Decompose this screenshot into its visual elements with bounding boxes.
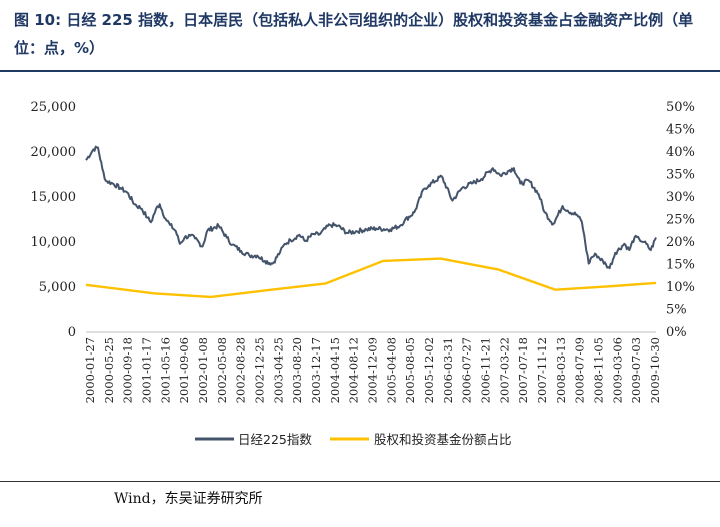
x-tick-label: 2007-07-18 [516, 337, 530, 403]
x-tick-label: 2005-08-05 [403, 337, 417, 403]
left-tick-label: 20,000 [31, 145, 77, 160]
x-tick-label: 2004-04-15 [328, 337, 342, 403]
x-tick-label: 2002-12-25 [253, 337, 267, 403]
left-tick-label: 15,000 [31, 190, 77, 205]
x-tick-label: 2007-03-22 [497, 337, 511, 403]
chart-title: 图 10: 日经 225 指数，日本居民（包括私人非公司组织的企业）股权和投资基… [14, 11, 694, 57]
source-note: Wind，东吴证券研究所 [114, 491, 263, 507]
right-tick-label: 25% [666, 213, 695, 228]
x-tick-label: 2008-11-05 [592, 337, 606, 403]
x-tick-label: 2007-11-12 [535, 337, 549, 403]
right-tick-label: 15% [666, 258, 695, 273]
series-line-nikkei [85, 145, 657, 270]
x-tick-label: 2009-07-03 [629, 337, 643, 403]
x-tick-label: 2002-05-08 [215, 337, 229, 403]
right-tick-label: 0% [666, 325, 687, 340]
chart: 0 5,000 10,000 15,000 20,000 25,000 0% 5% 10% 15… [31, 100, 695, 447]
x-tick-label: 2004-12-09 [366, 337, 380, 403]
x-tick-label: 2006-11-21 [479, 337, 493, 403]
x-tick-label: 2002-08-28 [234, 337, 248, 403]
left-tick-label: 10,000 [31, 235, 77, 250]
x-tick-label: 2000-05-25 [102, 337, 116, 403]
x-axis: 2000-01-27 2000-05-25 2000-09-18 2001-01-17… [83, 337, 662, 403]
x-tick-label: 2003-08-20 [290, 337, 304, 403]
left-tick-label: 0 [68, 325, 76, 340]
x-tick-label: 2008-03-13 [554, 337, 568, 403]
title-rule [0, 70, 720, 72]
series-line-share [85, 257, 657, 299]
x-tick-label: 2002-01-08 [196, 337, 210, 403]
legend: 日经225指数 股权和投资基金份额占比 [195, 432, 512, 447]
right-tick-label: 45% [666, 123, 695, 138]
left-axis: 0 5,000 10,000 15,000 20,000 25,000 [31, 100, 77, 340]
right-tick-label: 30% [666, 190, 695, 205]
x-tick-label: 2004-08-12 [347, 337, 361, 403]
legend-label-nikkei: 日经225指数 [238, 432, 312, 447]
x-tick-label: 2009-03-06 [610, 337, 624, 403]
x-tick-label: 2005-12-02 [422, 337, 436, 403]
legend-label-share: 股权和投资基金份额占比 [374, 432, 512, 447]
x-tick-label: 2008-07-09 [573, 337, 587, 403]
x-tick-label: 2000-01-27 [83, 337, 97, 403]
right-tick-label: 20% [666, 235, 695, 250]
right-tick-label: 35% [666, 168, 695, 183]
left-tick-label: 5,000 [39, 280, 76, 295]
right-axis: 0% 5% 10% 15% 20% 25% 30% 35% 40% 45% 50% [666, 100, 695, 340]
left-tick-label: 25,000 [31, 100, 77, 115]
x-tick-label: 2005-04-08 [384, 337, 398, 403]
series-layer [85, 145, 657, 299]
x-tick-label: 2009-10-30 [648, 337, 662, 403]
right-tick-label: 50% [666, 100, 695, 115]
x-tick-label: 2006-03-31 [441, 337, 455, 403]
right-tick-label: 40% [666, 145, 695, 160]
x-tick-label: 2001-09-06 [177, 337, 191, 403]
right-tick-label: 10% [666, 280, 695, 295]
x-tick-label: 2001-01-17 [140, 337, 154, 403]
x-tick-label: 2001-05-16 [158, 337, 172, 403]
x-tick-label: 2003-12-17 [309, 337, 323, 403]
x-tick-label: 2000-09-18 [121, 337, 135, 403]
x-tick-label: 2006-07-27 [460, 337, 474, 403]
x-tick-label: 2003-04-25 [271, 337, 285, 403]
bottom-rule [0, 481, 720, 482]
right-tick-label: 5% [666, 303, 687, 318]
